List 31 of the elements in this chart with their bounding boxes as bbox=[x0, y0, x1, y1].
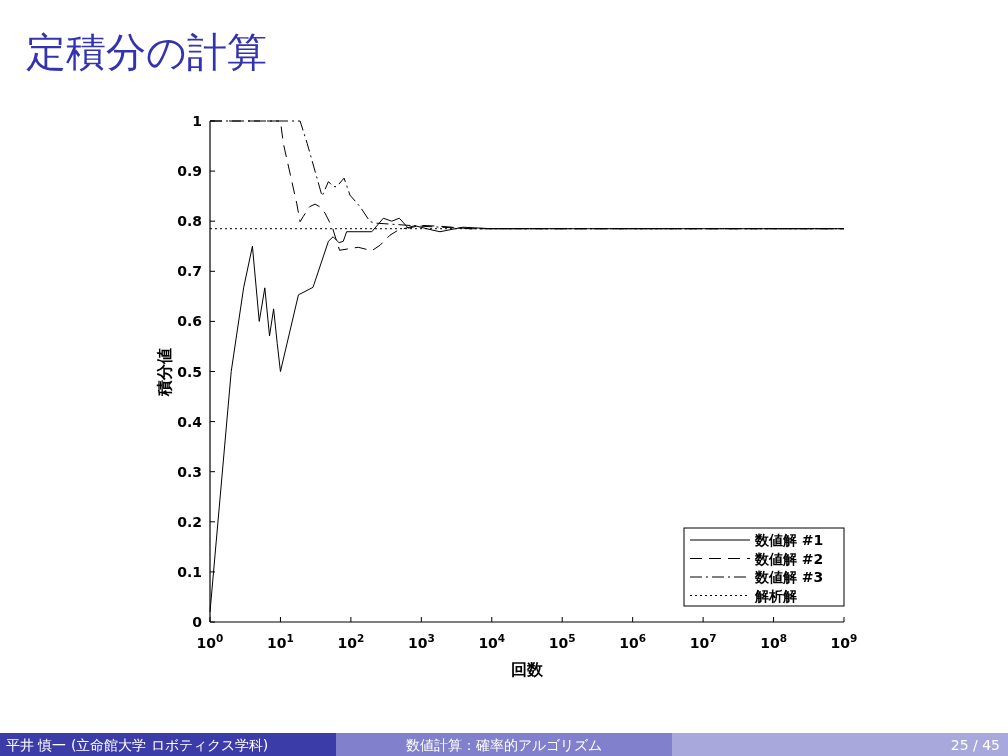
legend-label: 解析解 bbox=[754, 587, 797, 604]
x-tick-label: 10$^{5}$ bbox=[548, 632, 576, 651]
y-tick-label: 0.3 bbox=[177, 463, 202, 480]
y-axis-title: 積分値 bbox=[155, 347, 174, 397]
text: 25 / 45 bbox=[950, 737, 1000, 753]
x-tick-label: 10$^{8}$ bbox=[760, 632, 787, 651]
y-tick-label: 0.4 bbox=[177, 413, 203, 430]
y-tick-label: 0.5 bbox=[177, 363, 202, 380]
x-tick-label: 10$^{4}$ bbox=[478, 632, 506, 651]
x-axis-title: 回数 bbox=[511, 660, 544, 679]
x-tick-label: 10$^{0}$ bbox=[196, 632, 224, 651]
y-tick-label: 0.2 bbox=[177, 513, 202, 530]
x-tick-label: 10$^{6}$ bbox=[619, 632, 647, 651]
x-tick-label: 10$^{2}$ bbox=[337, 632, 365, 651]
x-tick-label: 10$^{7}$ bbox=[689, 632, 717, 651]
x-tick-label: 10$^{1}$ bbox=[267, 632, 294, 651]
y-tick-label: 0.6 bbox=[177, 313, 202, 330]
chart-title: 定積分の計算 bbox=[26, 29, 267, 75]
y-tick-label: 0.9 bbox=[177, 163, 202, 180]
text: 数値計算：確率的アルゴリズム bbox=[406, 737, 602, 753]
legend-label: 数値解 #1 bbox=[754, 532, 824, 548]
y-tick-label: 0.8 bbox=[177, 213, 202, 230]
y-tick-label: 1 bbox=[192, 113, 202, 129]
legend-label: 数値解 #2 bbox=[754, 550, 824, 567]
y-tick-label: 0.7 bbox=[177, 263, 202, 280]
x-tick-label: 10$^{3}$ bbox=[407, 632, 435, 651]
legend-label: 数値解 #3 bbox=[754, 569, 824, 585]
y-tick-label: 0.1 bbox=[177, 563, 202, 580]
x-tick-label: 10$^{9}$ bbox=[830, 632, 858, 651]
text: 平井 慎一 (立命館大学 ロボティクス学科) bbox=[6, 737, 269, 753]
y-tick-label: 0 bbox=[192, 614, 203, 630]
